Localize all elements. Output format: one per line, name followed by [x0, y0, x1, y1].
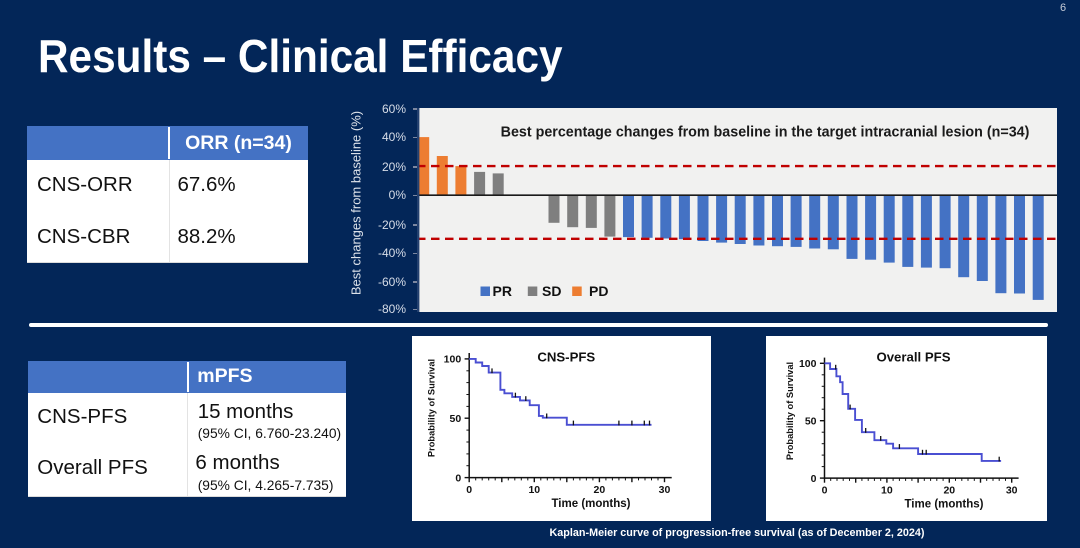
svg-text:100: 100 — [799, 358, 817, 370]
svg-text:0: 0 — [811, 472, 817, 484]
svg-text:CNS-PFS: CNS-PFS — [537, 350, 595, 365]
svg-text:10: 10 — [528, 484, 540, 496]
svg-text:0: 0 — [822, 484, 828, 496]
svg-text:Time (months): Time (months) — [551, 498, 630, 510]
svg-text:20: 20 — [594, 484, 606, 496]
svg-text:50: 50 — [805, 415, 817, 427]
svg-text:50: 50 — [450, 413, 462, 425]
svg-text:Probability of Survival: Probability of Survival — [785, 361, 795, 459]
svg-text:0: 0 — [455, 472, 461, 484]
svg-text:SD: SD — [542, 283, 561, 299]
svg-text:Overall PFS: Overall PFS — [876, 349, 950, 364]
svg-text:PR: PR — [493, 283, 512, 299]
svg-text:100: 100 — [444, 354, 462, 366]
svg-text:Time (months): Time (months) — [904, 498, 983, 510]
svg-text:PD: PD — [589, 283, 608, 299]
svg-text:30: 30 — [659, 484, 671, 496]
svg-text:30: 30 — [1006, 484, 1018, 496]
svg-text:10: 10 — [881, 484, 893, 496]
svg-text:20: 20 — [943, 484, 955, 496]
svg-text:Best percentage changes from b: Best percentage changes from baseline in… — [501, 124, 1030, 140]
svg-text:0: 0 — [466, 484, 472, 496]
svg-text:Probability of Survival: Probability of Survival — [427, 359, 437, 457]
